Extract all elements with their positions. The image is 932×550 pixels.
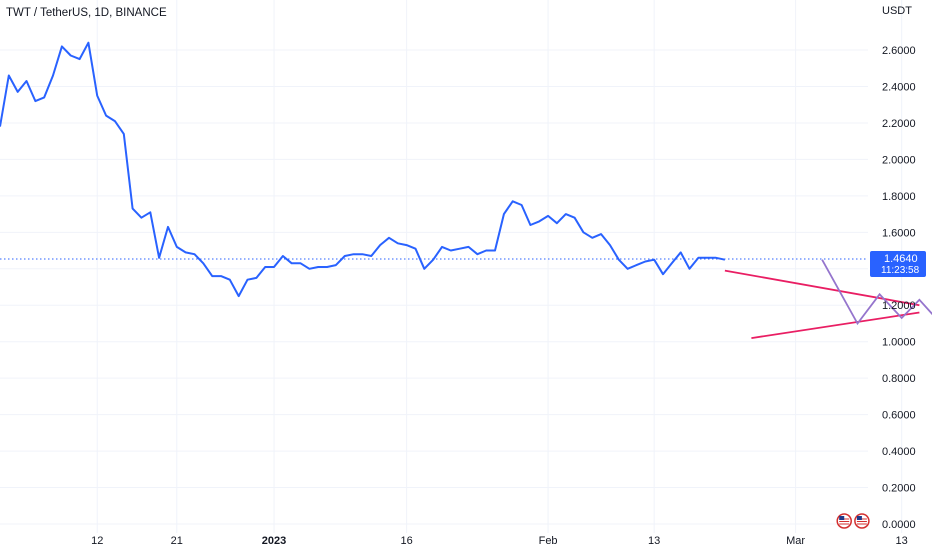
x-tick-label: 12	[91, 535, 103, 547]
us-flag-icon[interactable]	[854, 513, 870, 529]
current-price-value: 1.4640	[884, 253, 918, 265]
x-tick-label: 16	[401, 535, 413, 547]
x-tick-label: 21	[171, 535, 183, 547]
price-series-line[interactable]	[0, 41, 726, 298]
x-tick-label: Mar	[786, 535, 805, 547]
time-axis[interactable]: ec1221202316Feb13Mar1322A	[0, 513, 932, 547]
y-tick-label: 1.2000	[882, 300, 916, 312]
y-tick-label: 1.6000	[882, 227, 916, 239]
y-tick-label: 0.2000	[882, 483, 916, 495]
y-tick-label: 1.0000	[882, 337, 916, 349]
projection-path[interactable]	[821, 259, 932, 346]
x-tick-label: 2023	[262, 535, 286, 547]
y-tick-label: 0.0000	[882, 519, 916, 531]
current-price-tag: 1.4640 11:23:58	[870, 251, 926, 277]
x-tick-label: 13	[648, 535, 660, 547]
y-tick-label: 2.0000	[882, 154, 916, 166]
y-tick-label: 2.6000	[882, 45, 916, 57]
x-tick-label: Feb	[539, 535, 558, 547]
y-tick-label: 1.8000	[882, 191, 916, 203]
bar-countdown: 11:23:58	[881, 265, 920, 276]
currency-label: USDT	[882, 5, 912, 17]
upper-trendline[interactable]	[724, 269, 920, 307]
lower-trendline[interactable]	[751, 311, 920, 339]
y-tick-label: 2.4000	[882, 81, 916, 93]
x-tick-label: 13	[896, 535, 908, 547]
drawing-annotations[interactable]	[724, 259, 932, 346]
y-tick-label: 0.6000	[882, 410, 916, 422]
current-price-tag-bg	[870, 251, 926, 277]
us-flag-icon[interactable]	[836, 513, 852, 529]
chart-title: TWT / TetherUS, 1D, BINANCE	[6, 7, 167, 19]
y-tick-label: 0.8000	[882, 373, 916, 385]
y-tick-label: 0.4000	[882, 446, 916, 458]
grid-lines	[0, 0, 903, 533]
plot-area[interactable]	[0, 41, 726, 298]
y-tick-label: 2.2000	[882, 118, 916, 130]
